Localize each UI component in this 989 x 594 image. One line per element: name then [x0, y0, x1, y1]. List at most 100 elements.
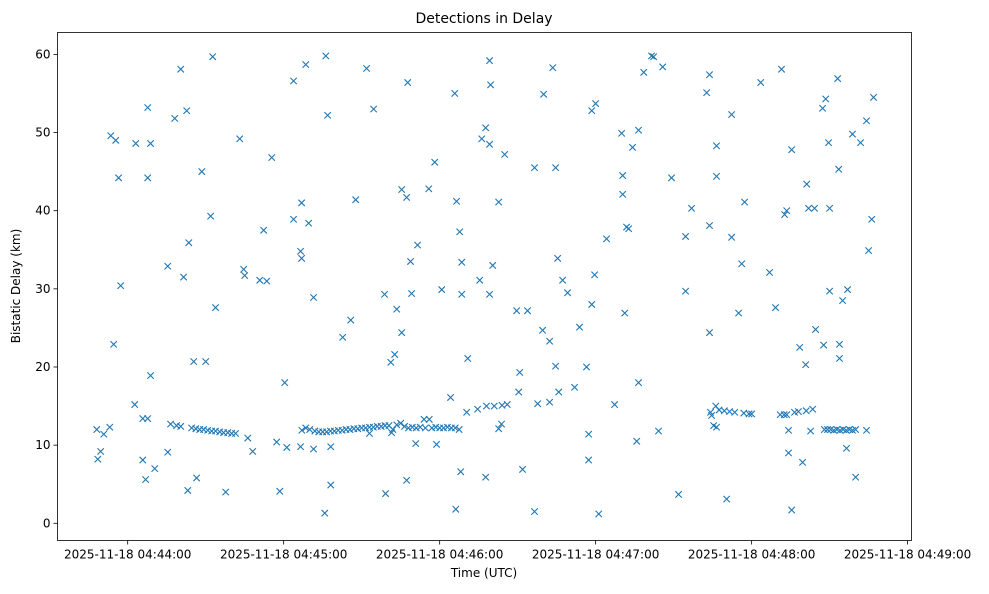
data-point	[112, 136, 120, 144]
data-point	[868, 215, 876, 223]
data-point	[231, 429, 240, 438]
x-tick-label: 2025-11-18 04:46:00	[376, 548, 503, 562]
data-point	[865, 246, 873, 255]
data-point	[862, 426, 871, 434]
data-point	[546, 398, 554, 406]
data-point	[712, 142, 721, 150]
data-point	[681, 287, 690, 295]
data-point	[681, 232, 690, 241]
data-point	[554, 254, 562, 262]
data-point	[843, 286, 852, 294]
data-point	[144, 414, 152, 423]
data-point	[804, 204, 813, 212]
data-point	[306, 425, 314, 434]
data-point	[391, 350, 399, 359]
data-point	[485, 290, 494, 298]
data-point	[741, 198, 749, 206]
data-point	[393, 305, 401, 313]
data-point	[728, 233, 736, 241]
data-point	[555, 388, 563, 396]
data-point	[289, 77, 298, 85]
data-point	[497, 420, 506, 428]
data-point	[139, 456, 147, 464]
data-point	[370, 105, 378, 113]
data-point	[407, 289, 416, 298]
data-point	[425, 415, 433, 423]
data-point	[404, 78, 412, 87]
data-point	[185, 239, 193, 247]
data-point	[413, 241, 422, 249]
data-point	[400, 422, 409, 430]
data-point	[602, 235, 611, 243]
data-point	[117, 282, 125, 290]
data-point	[783, 411, 791, 419]
data-point	[324, 111, 332, 119]
data-point	[302, 60, 310, 69]
data-point	[115, 174, 123, 182]
data-point	[650, 53, 658, 61]
data-point	[276, 487, 284, 495]
data-point	[209, 53, 217, 61]
y-tick-label: 40	[35, 204, 50, 218]
data-point	[862, 117, 871, 125]
data-point	[327, 481, 335, 489]
y-tick-label: 10	[35, 438, 50, 452]
x-axis-ticks: 2025-11-18 04:44:00 2025-11-18 04:45:00 20…	[64, 540, 971, 562]
data-point	[256, 276, 264, 284]
data-point	[131, 400, 139, 409]
data-point	[757, 78, 765, 87]
data-point	[824, 139, 833, 147]
data-point	[452, 197, 461, 205]
data-point	[322, 52, 330, 60]
data-point	[796, 343, 804, 352]
data-point	[634, 126, 643, 134]
data-point	[387, 429, 396, 437]
data-point	[458, 290, 466, 298]
data-point	[540, 90, 548, 98]
y-tick-label: 20	[35, 360, 50, 374]
data-point	[582, 363, 591, 371]
data-point	[777, 65, 786, 73]
data-point	[273, 438, 281, 446]
data-point	[674, 490, 683, 498]
data-point	[458, 258, 466, 266]
data-point	[179, 273, 188, 281]
data-point	[177, 65, 185, 73]
plot-frame	[57, 32, 912, 541]
data-point	[166, 420, 175, 428]
data-point	[852, 473, 860, 481]
data-point	[523, 307, 532, 315]
data-point	[552, 362, 560, 370]
data-point	[784, 426, 793, 434]
data-point	[403, 193, 411, 201]
data-point	[451, 89, 459, 98]
data-point	[476, 276, 484, 284]
data-point	[451, 424, 459, 432]
data-point	[425, 185, 433, 193]
data-point	[298, 254, 306, 262]
data-point	[446, 393, 455, 402]
data-point	[820, 425, 828, 434]
data-point	[387, 358, 395, 366]
data-point	[406, 257, 415, 266]
data-point	[296, 443, 305, 451]
data-point	[619, 190, 627, 198]
data-point	[100, 430, 108, 438]
data-point	[625, 225, 633, 233]
x-tick-label: 2025-11-18 04:47:00	[532, 548, 659, 562]
data-point	[731, 408, 739, 416]
data-point	[835, 340, 844, 348]
data-point	[570, 383, 579, 391]
data-point	[260, 226, 268, 234]
data-point	[591, 271, 599, 279]
data-point	[495, 425, 503, 433]
data-point	[640, 68, 648, 76]
data-point	[463, 408, 471, 416]
data-point	[618, 129, 626, 137]
data-point	[398, 329, 406, 337]
data-point	[164, 262, 172, 270]
data-point	[268, 153, 276, 162]
data-point	[164, 448, 172, 456]
data-point	[539, 326, 547, 334]
